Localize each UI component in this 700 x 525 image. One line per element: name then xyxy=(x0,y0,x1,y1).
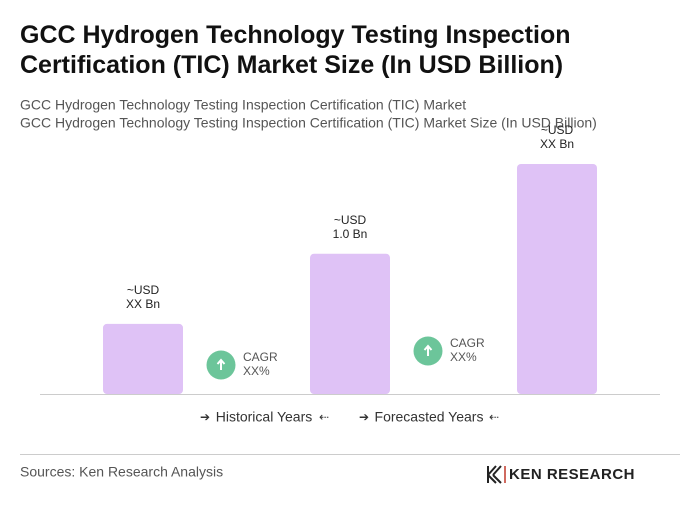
bar xyxy=(517,164,597,394)
cagr-arrow xyxy=(216,358,226,370)
arrow: ⇠ xyxy=(319,410,329,424)
logo-text: KEN RESEARCH xyxy=(509,466,635,483)
cagr-label: XX% xyxy=(243,364,270,378)
source: Sources: Ken Research Analysis xyxy=(20,464,223,480)
logo-mark xyxy=(487,465,502,484)
subtitle: GCC Hydrogen Technology Testing Inspecti… xyxy=(20,115,597,131)
subtitle: GCC Hydrogen Technology Testing Inspecti… xyxy=(20,97,466,113)
bar xyxy=(103,323,183,394)
value-label: XX Bn xyxy=(540,137,574,151)
cagr-label: CAGR xyxy=(450,336,485,350)
chart-title: GCC Hydrogen Technology Testing Inspecti… xyxy=(20,21,571,79)
value-label: ~USD xyxy=(334,213,367,227)
value-label: ~USD xyxy=(127,283,160,297)
arrow: ➔ xyxy=(200,410,210,424)
logo: KEN RESEARCH xyxy=(487,465,635,484)
cagr-arrow xyxy=(423,344,433,356)
cagr-label: XX% xyxy=(450,350,477,364)
arrow: ⇠ xyxy=(489,410,499,424)
value-label: ~USD xyxy=(541,123,574,137)
bar xyxy=(310,253,390,394)
value-label: 1.0 Bn xyxy=(333,227,368,241)
period-label: Forecasted Years xyxy=(375,409,484,425)
cagr-label: CAGR xyxy=(243,350,278,364)
value-label: XX Bn xyxy=(126,297,160,311)
period-label: Historical Years xyxy=(216,409,313,425)
arrow: ➔ xyxy=(359,410,369,424)
